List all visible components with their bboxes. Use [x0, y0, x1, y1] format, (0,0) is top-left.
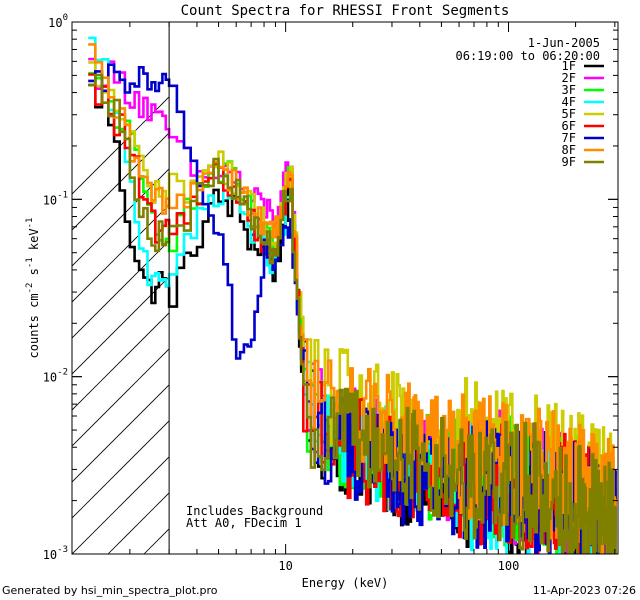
hatch-line	[72, 240, 170, 339]
legend-label: 1F	[562, 59, 576, 73]
timestamp-text: 11-Apr-2023 07:26	[532, 584, 636, 597]
annotation-bottom-left: Att A0, FDecim 1	[186, 516, 302, 530]
legend-label: 9F	[562, 155, 576, 169]
y-axis-label: counts cm-2 s-1 keV-1	[25, 218, 41, 359]
x-axis-label: Energy (keV)	[302, 576, 389, 590]
legend-label: 8F	[562, 143, 576, 157]
legend-label: 2F	[562, 71, 576, 85]
annotation-bottom-left: Includes Background	[186, 504, 323, 518]
hatch-line	[72, 456, 170, 554]
y-tick-label: 10-3	[43, 545, 68, 562]
x-tick-label: 100	[498, 559, 520, 573]
series-9F-line	[88, 73, 617, 554]
generated-by-text: Generated by hsi_min_spectra_plot.pro	[2, 584, 218, 597]
legend-label: 6F	[562, 119, 576, 133]
legend-label: 7F	[562, 131, 576, 145]
legend-label: 5F	[562, 107, 576, 121]
annotation-top-right: 1-Jun-2005	[528, 36, 600, 50]
y-tick-label: 10-1	[43, 190, 68, 207]
hatch-line	[72, 204, 170, 303]
legend-label: 3F	[562, 83, 576, 97]
y-tick-label: 10-2	[43, 368, 68, 385]
legend-label: 4F	[562, 95, 576, 109]
hatch-line	[72, 420, 170, 519]
hatch-line	[72, 384, 170, 483]
annotation-top-right: 06:19:00 to 06:20:00	[456, 49, 601, 63]
plot-frame	[71, 21, 619, 555]
y-tick-label: 100	[48, 13, 68, 30]
chart-title: Count Spectra for RHESSI Front Segments	[181, 3, 510, 19]
x-tick-label: 10	[278, 559, 292, 573]
